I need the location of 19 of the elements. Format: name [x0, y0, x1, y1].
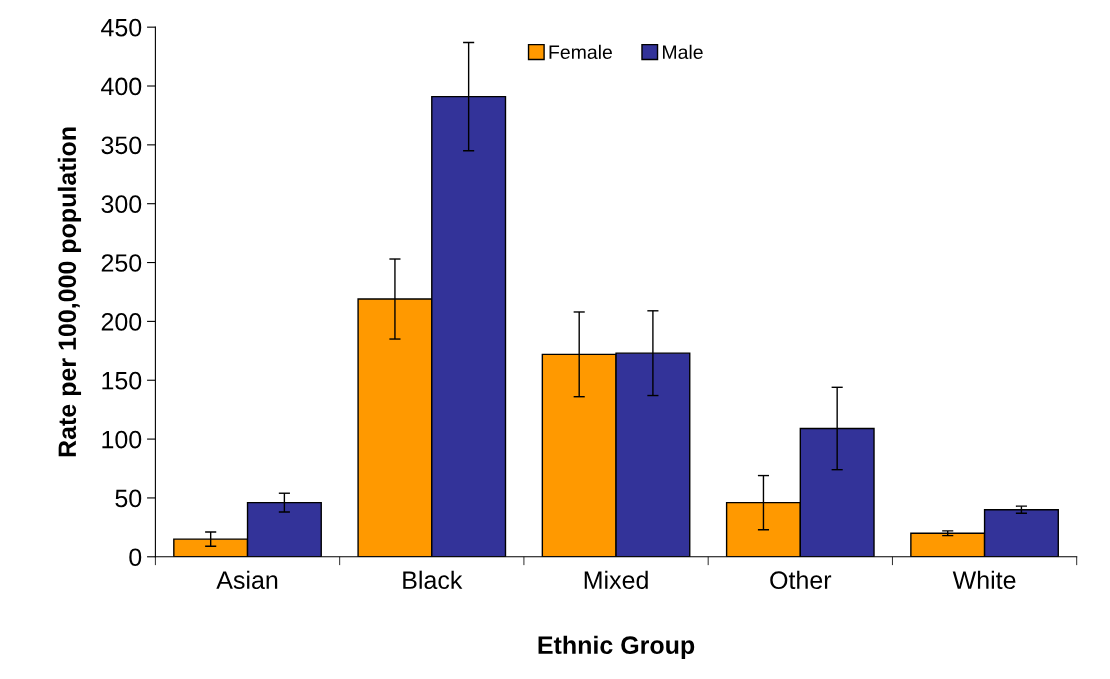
y-tick-label: 300 — [101, 195, 142, 213]
y-tick-label: 50 — [115, 489, 142, 508]
x-tick-label: Other — [770, 570, 832, 590]
y-tick-label: 350 — [101, 136, 142, 155]
x-tick-label: Black — [403, 570, 463, 590]
x-tick-label: Asian — [216, 570, 278, 590]
y-tick-label: 100 — [102, 430, 142, 449]
x-tick-label: Mixed — [584, 570, 648, 590]
legend-label: Female — [549, 44, 612, 60]
y-tick-label: 450 — [101, 18, 142, 37]
y-tick-label: 250 — [101, 254, 142, 272]
y-tick-label: 150 — [102, 371, 142, 390]
y-axis-title: Rate per 100,000 population — [57, 127, 82, 457]
x-axis-title: Ethnic Group — [538, 635, 695, 659]
y-tick-label: 200 — [101, 312, 142, 331]
y-tick-label: 400 — [101, 77, 142, 96]
y-tick-label: 0 — [129, 548, 142, 567]
x-tick-label: White — [952, 570, 1016, 590]
legend-label: Male — [663, 44, 703, 60]
